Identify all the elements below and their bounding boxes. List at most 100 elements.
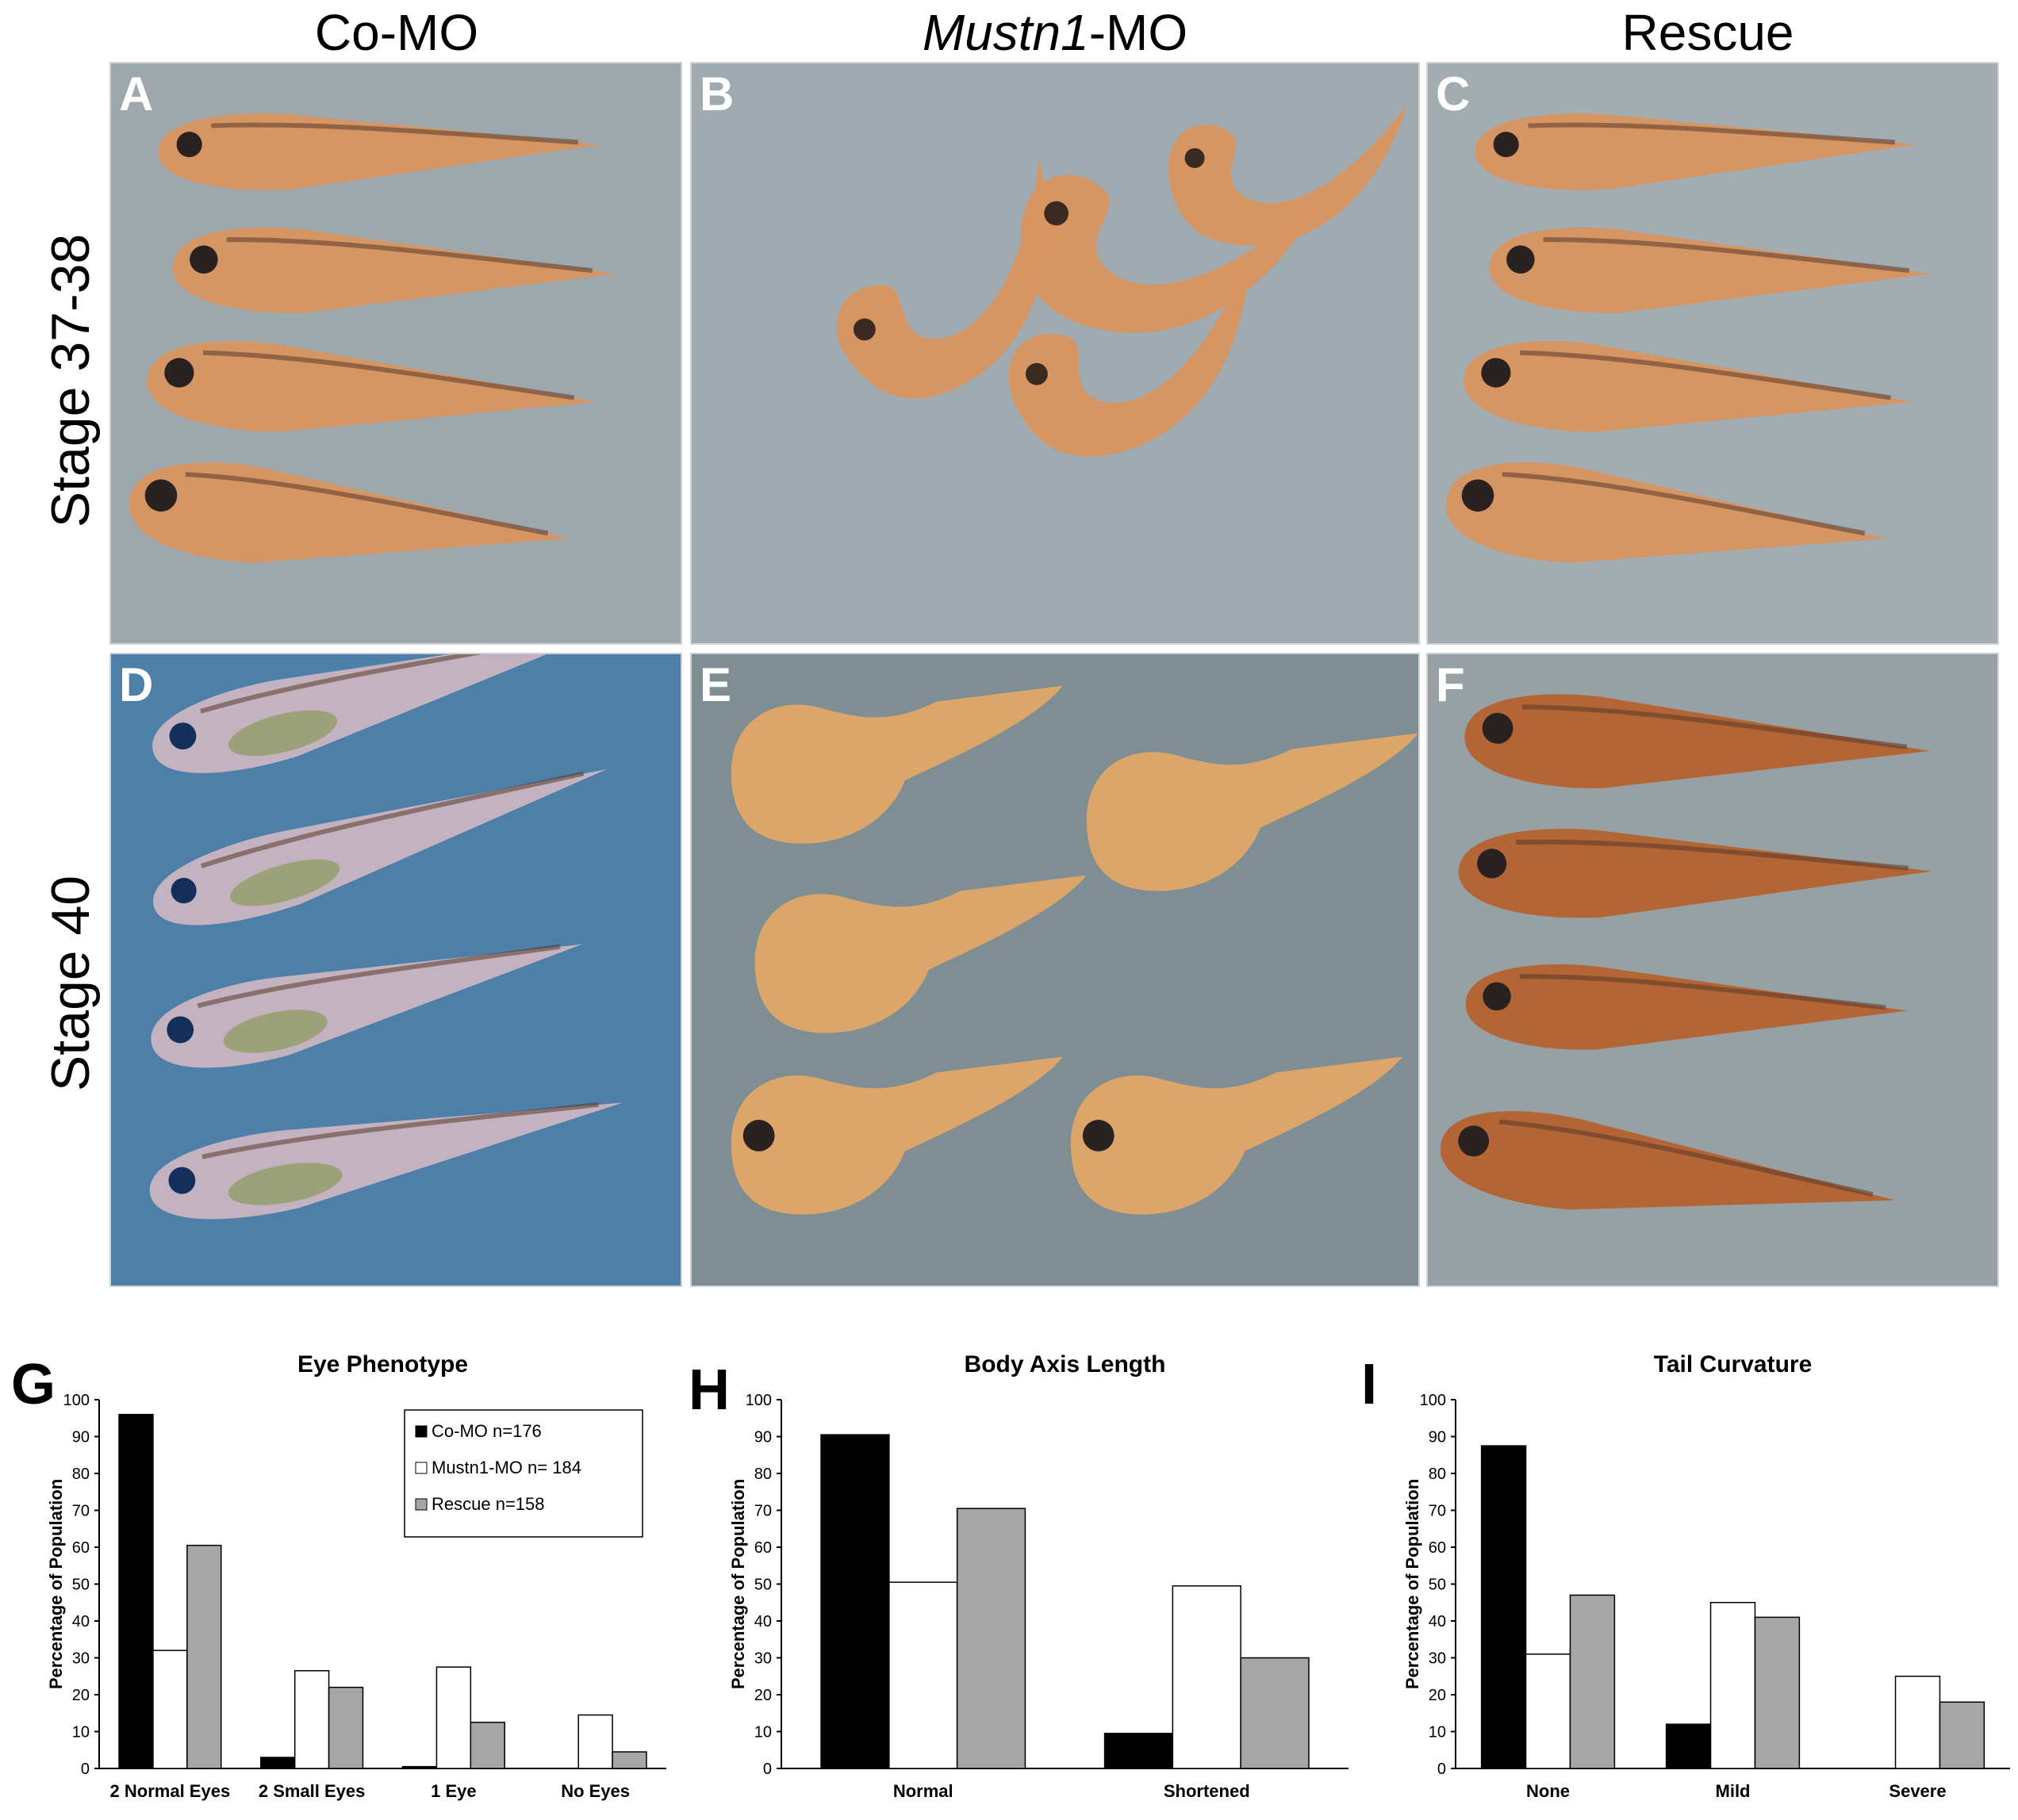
y-tick-label: 10: [72, 1724, 90, 1741]
x-tick-label: 2 Small Eyes: [259, 1781, 366, 1801]
y-tick-label: 60: [72, 1539, 90, 1557]
tadpole-yolk: [228, 1163, 343, 1205]
tadpole-eye: [1493, 132, 1519, 158]
y-tick-label: 20: [754, 1687, 772, 1704]
chart-letter-i: I: [1361, 1353, 1378, 1416]
bar: [820, 1434, 890, 1769]
tadpole-eye: [1481, 358, 1511, 388]
tadpole-pigment-stripe: [1519, 974, 1886, 1010]
tadpole-embryo: [731, 685, 1063, 844]
y-tick-label: 40: [72, 1613, 90, 1630]
chart-letter-g: G: [11, 1353, 56, 1416]
tadpole-eye: [1044, 201, 1068, 226]
bar: [1754, 1616, 1801, 1769]
tadpole-yolk: [228, 710, 338, 757]
tadpole-eye: [1477, 849, 1507, 879]
tadpole-pigment-stripe: [1521, 704, 1908, 749]
tadpole-eye: [190, 245, 218, 274]
tadpole-body: [1464, 341, 1913, 432]
photo-panel-d: D: [109, 653, 682, 1287]
y-tick-label: 30: [754, 1650, 772, 1668]
tadpole-pigment-stripe: [1543, 237, 1910, 274]
panel-letter: A: [119, 67, 154, 121]
tadpole-eye: [167, 1016, 194, 1044]
tadpole-eye: [144, 479, 178, 512]
tadpole-eye: [168, 1167, 196, 1194]
x-tick-label: None: [1526, 1781, 1570, 1801]
y-tick-label: 50: [72, 1577, 90, 1594]
tadpole-embryo: [147, 341, 597, 432]
tadpole-eye: [171, 877, 197, 904]
chart-title: Tail Curvature: [1654, 1351, 1813, 1377]
tadpole-body: [754, 875, 1087, 1033]
bar: [293, 1670, 330, 1769]
bar: [577, 1714, 613, 1769]
panel-letter: F: [1436, 658, 1465, 711]
legend-label: Mustn1-MO n= 184: [432, 1458, 581, 1477]
y-tick-label: 80: [72, 1466, 90, 1483]
tadpole-body: [836, 159, 1047, 399]
bar: [260, 1757, 296, 1769]
y-tick-label: 100: [746, 1392, 772, 1409]
photo-panel-a: A: [109, 62, 682, 645]
tadpole-body: [172, 227, 615, 313]
bar-chart-body-axis-length: Body Axis Length Percentage of Population…: [682, 1340, 1356, 1816]
tadpole-body: [147, 341, 597, 432]
y-tick-label: 70: [1429, 1503, 1446, 1520]
y-tick-label: 60: [754, 1539, 772, 1557]
tadpole-body: [1168, 103, 1408, 246]
x-tick-label: Mild: [1716, 1781, 1751, 1801]
y-tick-label: 100: [1420, 1392, 1446, 1409]
tadpole-pigment-stripe: [1515, 839, 1909, 871]
y-tick-label: 30: [1429, 1650, 1446, 1668]
tadpole-body: [1489, 227, 1932, 313]
tadpole-pigment-stripe: [201, 1102, 599, 1159]
tadpole-pigment-stripe: [1502, 472, 1866, 536]
tadpole-embryo: [1441, 1111, 1895, 1210]
tadpole-embryo: [1070, 1056, 1403, 1215]
panel-letter: C: [1436, 67, 1471, 121]
y-tick-label: 0: [763, 1761, 772, 1778]
tadpole-embryo: [1458, 829, 1932, 918]
tadpole-body: [158, 113, 600, 190]
bar: [1569, 1594, 1616, 1769]
tadpole-eye: [853, 318, 876, 341]
tadpole-yolk: [223, 1010, 328, 1053]
bar: [186, 1544, 222, 1769]
tadpole-embryo: [731, 1056, 1063, 1215]
x-tick-label: 2 Normal Eyes: [110, 1781, 231, 1801]
tadpole-eye: [1483, 982, 1511, 1011]
legend-swatch: [415, 1498, 428, 1511]
tadpole-embryo: [1086, 733, 1418, 891]
tadpole-embryo: [1489, 227, 1932, 313]
y-tick-label: 80: [1429, 1466, 1446, 1483]
photo-panel-f: F: [1426, 653, 1999, 1287]
bar: [612, 1751, 647, 1769]
tadpole-body: [731, 685, 1063, 844]
bar: [1525, 1653, 1571, 1769]
tadpole-eye: [1025, 362, 1048, 385]
tadpole-body: [1070, 1056, 1403, 1215]
tadpole-embryo: [1445, 462, 1887, 563]
row-header-stage-37-38: Stage 37-38: [40, 233, 101, 528]
column-header-plain: Rescue: [1621, 4, 1794, 61]
tadpole-embryo: [1475, 113, 1917, 190]
tadpole-embryo: [836, 159, 1047, 399]
row-header-stage-40: Stage 40: [40, 875, 101, 1092]
tadpole-eye: [176, 132, 202, 158]
tadpole-pigment-stripe: [226, 237, 593, 274]
y-tick-label: 90: [1429, 1429, 1446, 1446]
photo-panel-c: C: [1426, 62, 1999, 645]
tadpole-body: [1008, 255, 1250, 457]
y-tick-label: 60: [1429, 1539, 1446, 1557]
tadpole-embryo: [151, 944, 582, 1068]
chart-title: Body Axis Length: [965, 1351, 1166, 1377]
bar: [1894, 1676, 1941, 1769]
tadpole-embryo: [172, 227, 615, 313]
legend-swatch: [415, 1425, 428, 1438]
tadpole-eye: [169, 722, 197, 750]
bar: [1709, 1602, 1756, 1769]
y-axis-label: Percentage of Population: [1402, 1479, 1422, 1689]
tadpole-eye: [742, 1120, 775, 1151]
y-tick-label: 80: [754, 1466, 772, 1483]
